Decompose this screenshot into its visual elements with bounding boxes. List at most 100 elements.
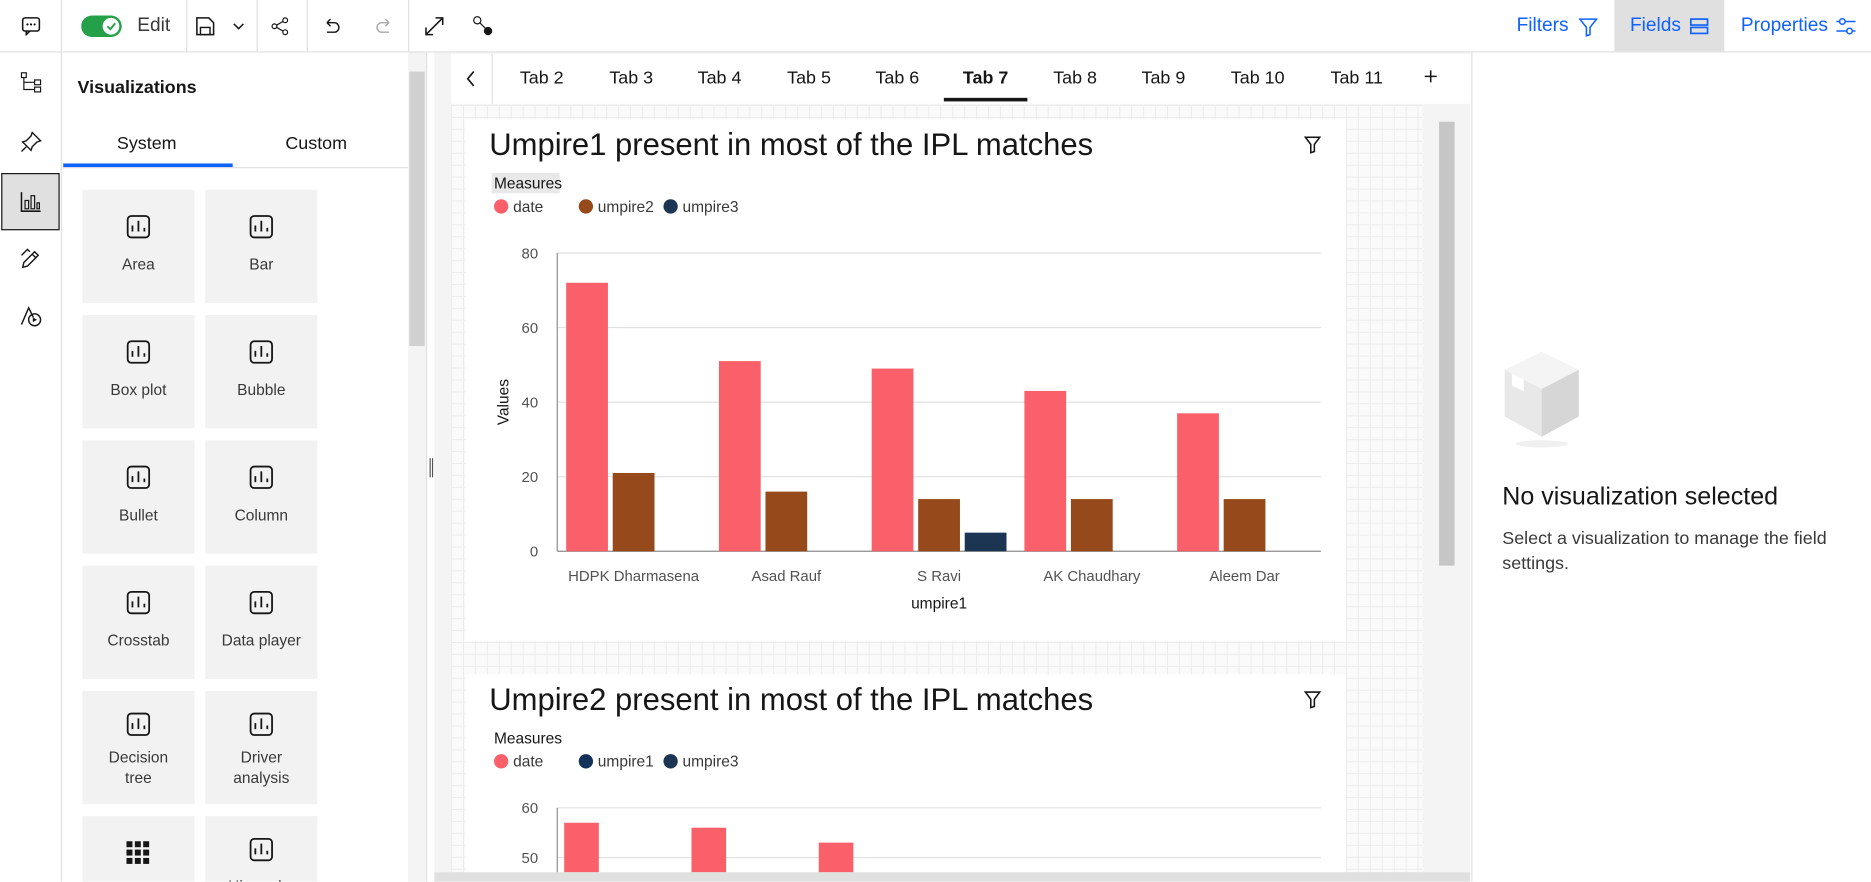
legend-swatch [578, 199, 594, 214]
comment-icon[interactable] [21, 17, 41, 36]
tab[interactable]: Tab 3 [609, 68, 654, 89]
filter-icon [1303, 691, 1322, 709]
tree-icon[interactable] [20, 72, 42, 93]
edit-toggle[interactable] [81, 14, 124, 38]
properties-button[interactable]: Properties [1740, 15, 1828, 36]
viz-tile[interactable]: Hierarchy [205, 816, 318, 882]
bar [918, 499, 960, 552]
viz-tile[interactable]: Box plot [82, 315, 195, 429]
viz-icon [249, 712, 273, 736]
panel-tab[interactable]: Custom [285, 133, 348, 154]
active-tab-indicator [943, 97, 1028, 102]
save-button[interactable] [196, 17, 249, 36]
viz-label: Area [122, 255, 155, 274]
y-axis-title: Values [495, 379, 512, 425]
legend-label: umpire3 [683, 754, 739, 771]
toolbar: Edit Filters Fields Properties [0, 0, 1871, 53]
legend-swatch [663, 199, 678, 214]
viz-label: Driver analysis [233, 748, 290, 787]
legend-label: umpire2 [598, 199, 654, 216]
tab[interactable]: Tab 8 [1053, 68, 1098, 89]
viz-label: Bubble [237, 380, 286, 399]
tab[interactable]: Tab 2 [519, 68, 564, 89]
tab[interactable]: Tab 6 [875, 68, 920, 89]
add-tab[interactable] [1424, 69, 1438, 83]
bar [691, 827, 727, 873]
bar [1024, 390, 1067, 552]
viz-label: Bar [249, 255, 274, 274]
viz-tile[interactable]: Column [205, 440, 318, 554]
undo-redo[interactable] [322, 18, 394, 35]
visualizations-panel: Visualizations System Custom Area Bar Box p… [62, 53, 409, 882]
tab[interactable]: Tab 7 [962, 68, 1009, 89]
y-tick-label: 60 [522, 321, 539, 337]
viz-tile[interactable]: Data player [205, 565, 318, 679]
tab-bar: Tab 2 Tab 3 Tab 4 Tab 5 Tab 6 Tab 7 Tab 8 Tab 9… [451, 53, 1471, 104]
chart-card[interactable]: Umpire2 present in most of the IPL match… [465, 674, 1346, 873]
pin-icon[interactable] [20, 131, 42, 153]
tab-scroll-left[interactable] [465, 70, 477, 87]
assistant-icon[interactable] [20, 305, 42, 327]
viz-tile[interactable]: Bullet [82, 440, 195, 554]
tab[interactable]: Tab 10 [1230, 68, 1285, 89]
splitter[interactable] [425, 52, 436, 882]
bar [871, 368, 914, 552]
viz-tile[interactable]: Crosstab [82, 565, 195, 679]
viz-icon [126, 215, 151, 239]
canvas-scrollbar[interactable] [1436, 105, 1457, 873]
edit-icon[interactable] [20, 248, 41, 269]
bar [818, 842, 854, 873]
panel-tab[interactable]: System [116, 133, 177, 154]
bar [1070, 499, 1113, 552]
fields-button[interactable]: Fields [1629, 15, 1681, 36]
filter-icon [1578, 18, 1598, 37]
fields-icon [1689, 18, 1709, 35]
viz-tile[interactable]: Driver analysis [205, 690, 318, 805]
viz-tile[interactable] [82, 816, 195, 882]
viz-icon [249, 590, 273, 615]
bottom-handle[interactable] [434, 872, 1471, 882]
edit-label: Edit [137, 15, 171, 36]
viz-tile[interactable]: Area [82, 189, 195, 304]
filter-icon [1303, 136, 1322, 154]
tab[interactable]: Tab 11 [1330, 68, 1383, 89]
pin-tool[interactable] [473, 16, 494, 37]
panel-scrollbar[interactable] [408, 52, 426, 882]
tab[interactable]: Tab 4 [697, 68, 742, 89]
y-tick-label: 80 [522, 246, 539, 262]
y-tick-label: 60 [522, 801, 539, 817]
chart: Umpire1 present in most of the IPL match… [489, 127, 1322, 613]
share-button[interactable] [271, 17, 290, 36]
viz-tile[interactable]: Bubble [205, 315, 318, 429]
legend-label: date [513, 754, 543, 771]
viz-label: Decision tree [108, 748, 169, 787]
visualizations-icon[interactable] [20, 191, 41, 212]
viz-label: Bullet [119, 505, 158, 524]
viz-icon [249, 340, 273, 364]
bar [612, 472, 655, 552]
legend-swatch [578, 754, 594, 769]
properties-panel: No visualization selected Select a visua… [1471, 52, 1871, 882]
bar [964, 532, 1007, 552]
fullscreen-button[interactable] [425, 17, 444, 36]
viz-icon [249, 837, 273, 862]
tab[interactable]: Tab 5 [787, 68, 831, 89]
viz-icon [126, 590, 151, 615]
tab[interactable]: Tab 9 [1141, 68, 1186, 89]
filters-button[interactable]: Filters [1516, 15, 1569, 36]
chart-title: Umpire2 present in most of the IPL match… [489, 682, 1093, 717]
viz-tile[interactable]: Decision tree [82, 690, 195, 805]
viz-label: Box plot [110, 380, 167, 399]
icon-rail [0, 52, 63, 882]
viz-icon [126, 841, 150, 864]
viz-label: Hierarchy [205, 877, 317, 882]
chart-card[interactable]: Umpire1 present in most of the IPL match… [465, 119, 1346, 641]
viz-icon [126, 465, 151, 489]
y-tick-label: 40 [522, 395, 539, 411]
viz-tile[interactable]: Bar [205, 189, 318, 304]
y-tick-label: 0 [530, 545, 538, 561]
legend-title: Measures [494, 730, 562, 747]
legend-label: date [513, 199, 543, 216]
